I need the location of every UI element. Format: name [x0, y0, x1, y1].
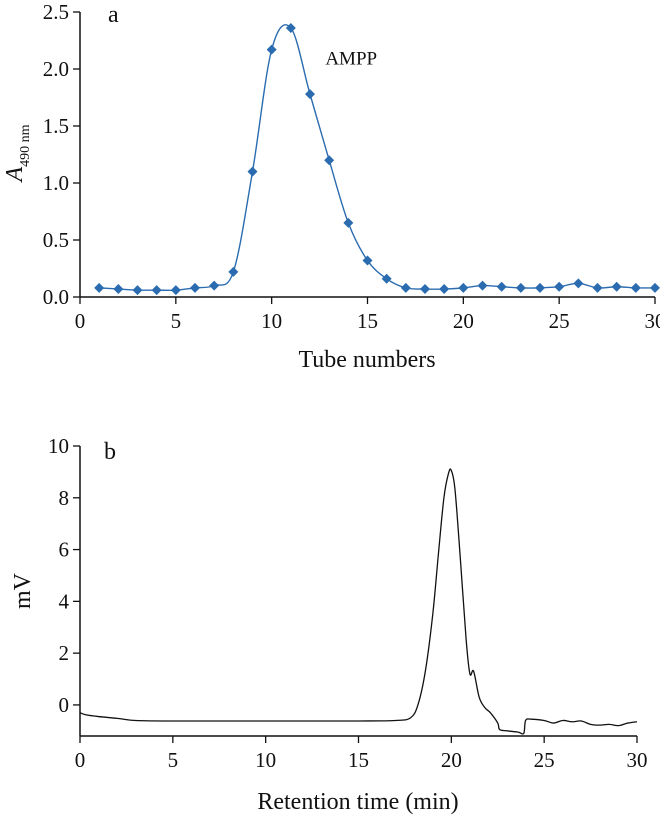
- svg-text:A490 nm: A490 nm: [2, 124, 33, 183]
- y-ticks-a: 0.0 0.5 1.0 1.5 2.0 2.5: [43, 0, 80, 309]
- series-line-b: [79, 468, 638, 735]
- x-tick-label-a: 0: [75, 309, 86, 333]
- y-tick-label-a: 2.5: [43, 0, 69, 24]
- data-point-a: [515, 282, 526, 293]
- series-a: [94, 22, 660, 296]
- data-point-a: [132, 285, 143, 296]
- data-point-a: [151, 285, 162, 296]
- data-point-a: [285, 22, 296, 33]
- y-tick-label-a: 1.5: [43, 114, 69, 138]
- data-point-a: [190, 282, 200, 293]
- x-tick-label-b: 0: [75, 748, 86, 772]
- x-tick-label-a: 30: [645, 309, 660, 333]
- y-tick-label-a: 0.5: [43, 228, 69, 252]
- panel-label-a: a: [108, 2, 119, 28]
- x-tick-label-b: 5: [168, 748, 179, 772]
- y-axis-title-a: A490 nm: [2, 124, 33, 183]
- y-axis-title-a-sub: 490 nm: [18, 124, 33, 167]
- x-tick-label-a: 5: [171, 309, 182, 333]
- x-tick-label-a: 10: [261, 309, 282, 333]
- data-point-a: [266, 44, 277, 55]
- data-point-a: [650, 282, 660, 293]
- y-tick-label-b: 0: [59, 693, 70, 717]
- y-tick-label-b: 2: [59, 641, 70, 665]
- y-tick-label-b: 8: [59, 486, 70, 510]
- x-axis-title-b: Retention time (min): [257, 789, 458, 815]
- data-point-a: [343, 217, 354, 228]
- chart-panel-b: 0 2 4 6 8 10 0 5 10 15 20 25 30 b Retention time (m…: [10, 434, 648, 815]
- x-tick-label-b: 15: [348, 748, 369, 772]
- data-point-a: [554, 281, 565, 292]
- y-tick-label-a: 1.0: [43, 171, 69, 195]
- x-axis-title-a: Tube numbers: [298, 347, 435, 373]
- data-point-a: [113, 284, 124, 295]
- y-tick-label-b: 10: [48, 434, 69, 458]
- x-tick-label-a: 25: [549, 309, 570, 333]
- data-point-a: [611, 281, 622, 292]
- y-axis-title-a-main: A: [2, 167, 28, 184]
- x-tick-label-b: 25: [534, 748, 555, 772]
- data-point-a: [228, 266, 239, 277]
- x-tick-label-a: 15: [357, 309, 378, 333]
- x-ticks-b: 0 5 10 15 20 25 30: [75, 736, 648, 772]
- data-point-a: [573, 278, 584, 289]
- data-point-a: [420, 284, 430, 295]
- data-point-a: [381, 273, 392, 284]
- data-point-a: [209, 280, 220, 291]
- series-b: [79, 468, 638, 735]
- x-tick-label-a: 20: [453, 309, 474, 333]
- y-tick-label-a: 2.0: [43, 57, 69, 81]
- y-tick-label-b: 6: [59, 538, 70, 562]
- x-tick-label-b: 10: [255, 748, 276, 772]
- data-point-a: [94, 282, 105, 293]
- x-ticks-a: 0 5 10 15 20 25 30: [75, 297, 660, 333]
- data-point-a: [630, 282, 641, 293]
- y-tick-label-a: 0.0: [43, 285, 69, 309]
- chart-panel-a: 0.0 0.5 1.0 1.5 2.0 2.5 0 5 10 15 20 25 30 a AMPP T…: [2, 0, 660, 373]
- data-point-a: [170, 285, 181, 296]
- x-tick-label-b: 20: [441, 748, 462, 772]
- data-point-a: [496, 281, 507, 292]
- y-axis-title-b: mV: [10, 572, 36, 609]
- panel-label-b: b: [104, 439, 116, 465]
- x-tick-label-b: 30: [627, 748, 648, 772]
- data-point-a: [324, 155, 335, 166]
- data-point-a: [458, 282, 469, 293]
- data-point-a: [247, 166, 258, 177]
- y-tick-label-b: 4: [59, 589, 70, 613]
- data-point-a: [477, 280, 488, 291]
- y-ticks-b: 0 2 4 6 8 10: [48, 434, 80, 717]
- data-point-a: [400, 282, 411, 293]
- data-point-a: [592, 282, 603, 293]
- data-point-a: [362, 255, 373, 266]
- peak-annotation-a: AMPP: [325, 48, 377, 69]
- data-point-a: [535, 282, 545, 293]
- data-point-a: [305, 89, 315, 100]
- data-point-a: [439, 284, 450, 295]
